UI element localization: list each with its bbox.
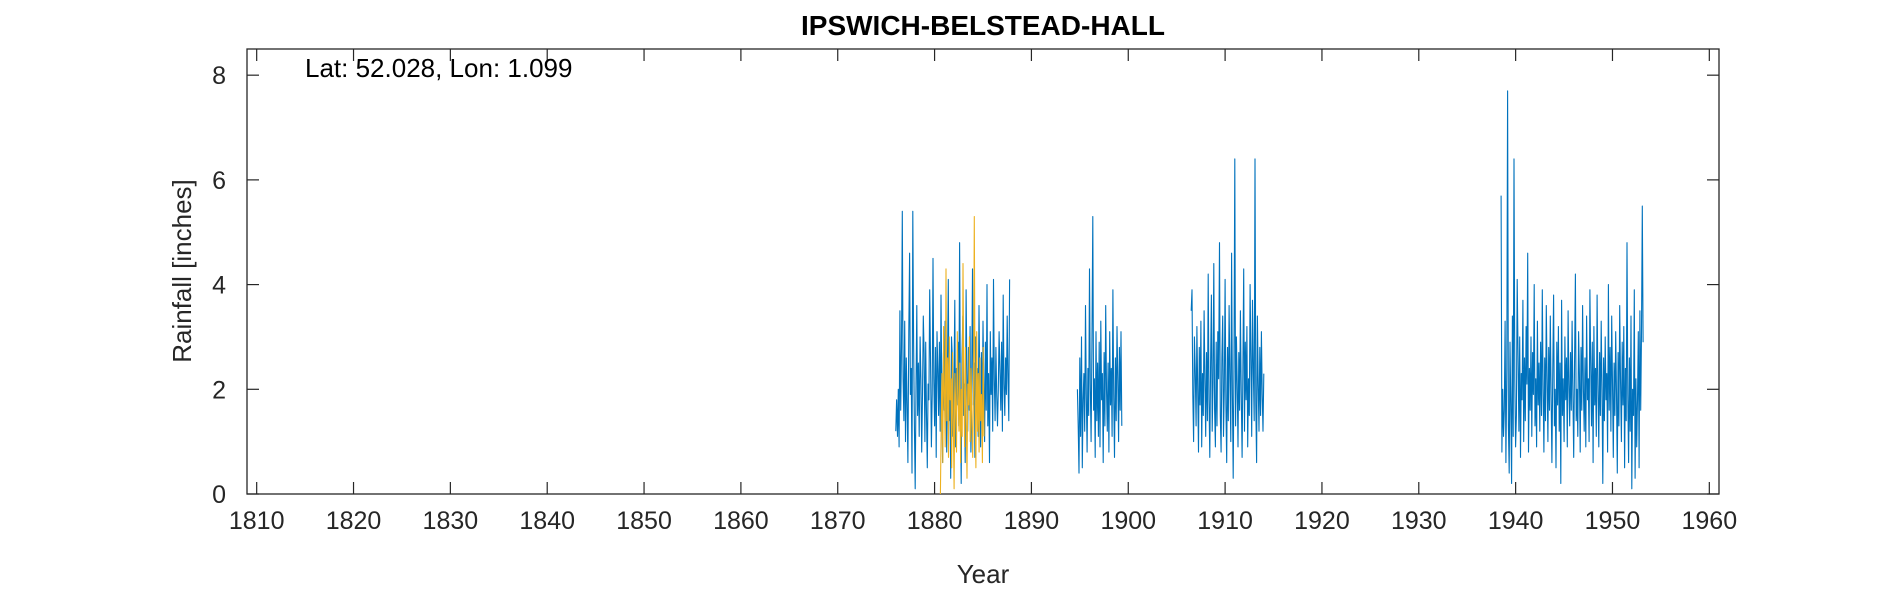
x-tick-label: 1900 xyxy=(1100,507,1156,535)
x-tick-label: 1890 xyxy=(1004,507,1060,535)
y-tick-label: 8 xyxy=(212,62,226,90)
series-1-segment-3-line xyxy=(1190,158,1265,479)
series-2-segment-1-line xyxy=(939,215,985,495)
series-1-segment-4-line xyxy=(1500,90,1644,490)
y-axis-label: Rainfall [inches] xyxy=(167,179,197,363)
x-tick-label: 1880 xyxy=(907,507,963,535)
x-tick-label: 1870 xyxy=(810,507,866,535)
series-layer xyxy=(895,90,1644,495)
x-tick-label: 1930 xyxy=(1391,507,1447,535)
y-tick-label: 6 xyxy=(212,167,226,195)
x-tick-label: 1920 xyxy=(1294,507,1350,535)
x-tick-label: 1910 xyxy=(1197,507,1253,535)
x-tick-label: 1950 xyxy=(1585,507,1641,535)
series-1-segment-2-line xyxy=(1076,215,1123,474)
x-tick-label: 1960 xyxy=(1682,507,1738,535)
x-axis-label: Year xyxy=(957,559,1010,589)
station-location-annotation: Lat: 52.028, Lon: 1.099 xyxy=(305,53,572,83)
y-tick-label: 2 xyxy=(212,376,226,404)
y-tick-label: 4 xyxy=(212,272,226,300)
x-tick-label: 1840 xyxy=(519,507,575,535)
y-tick-label: 0 xyxy=(212,481,226,509)
x-tick-label: 1860 xyxy=(713,507,769,535)
chart-title: IPSWICH-BELSTEAD-HALL xyxy=(801,10,1165,41)
x-tick-label: 1830 xyxy=(423,507,479,535)
x-tick-label: 1810 xyxy=(229,507,285,535)
x-tick-label: 1940 xyxy=(1488,507,1544,535)
x-tick-label: 1820 xyxy=(326,507,382,535)
axis-layer: 1810 1820 1830 1840 1850 1860 1870 1880 1890 1900… xyxy=(212,49,1737,535)
x-tick-label: 1850 xyxy=(616,507,672,535)
